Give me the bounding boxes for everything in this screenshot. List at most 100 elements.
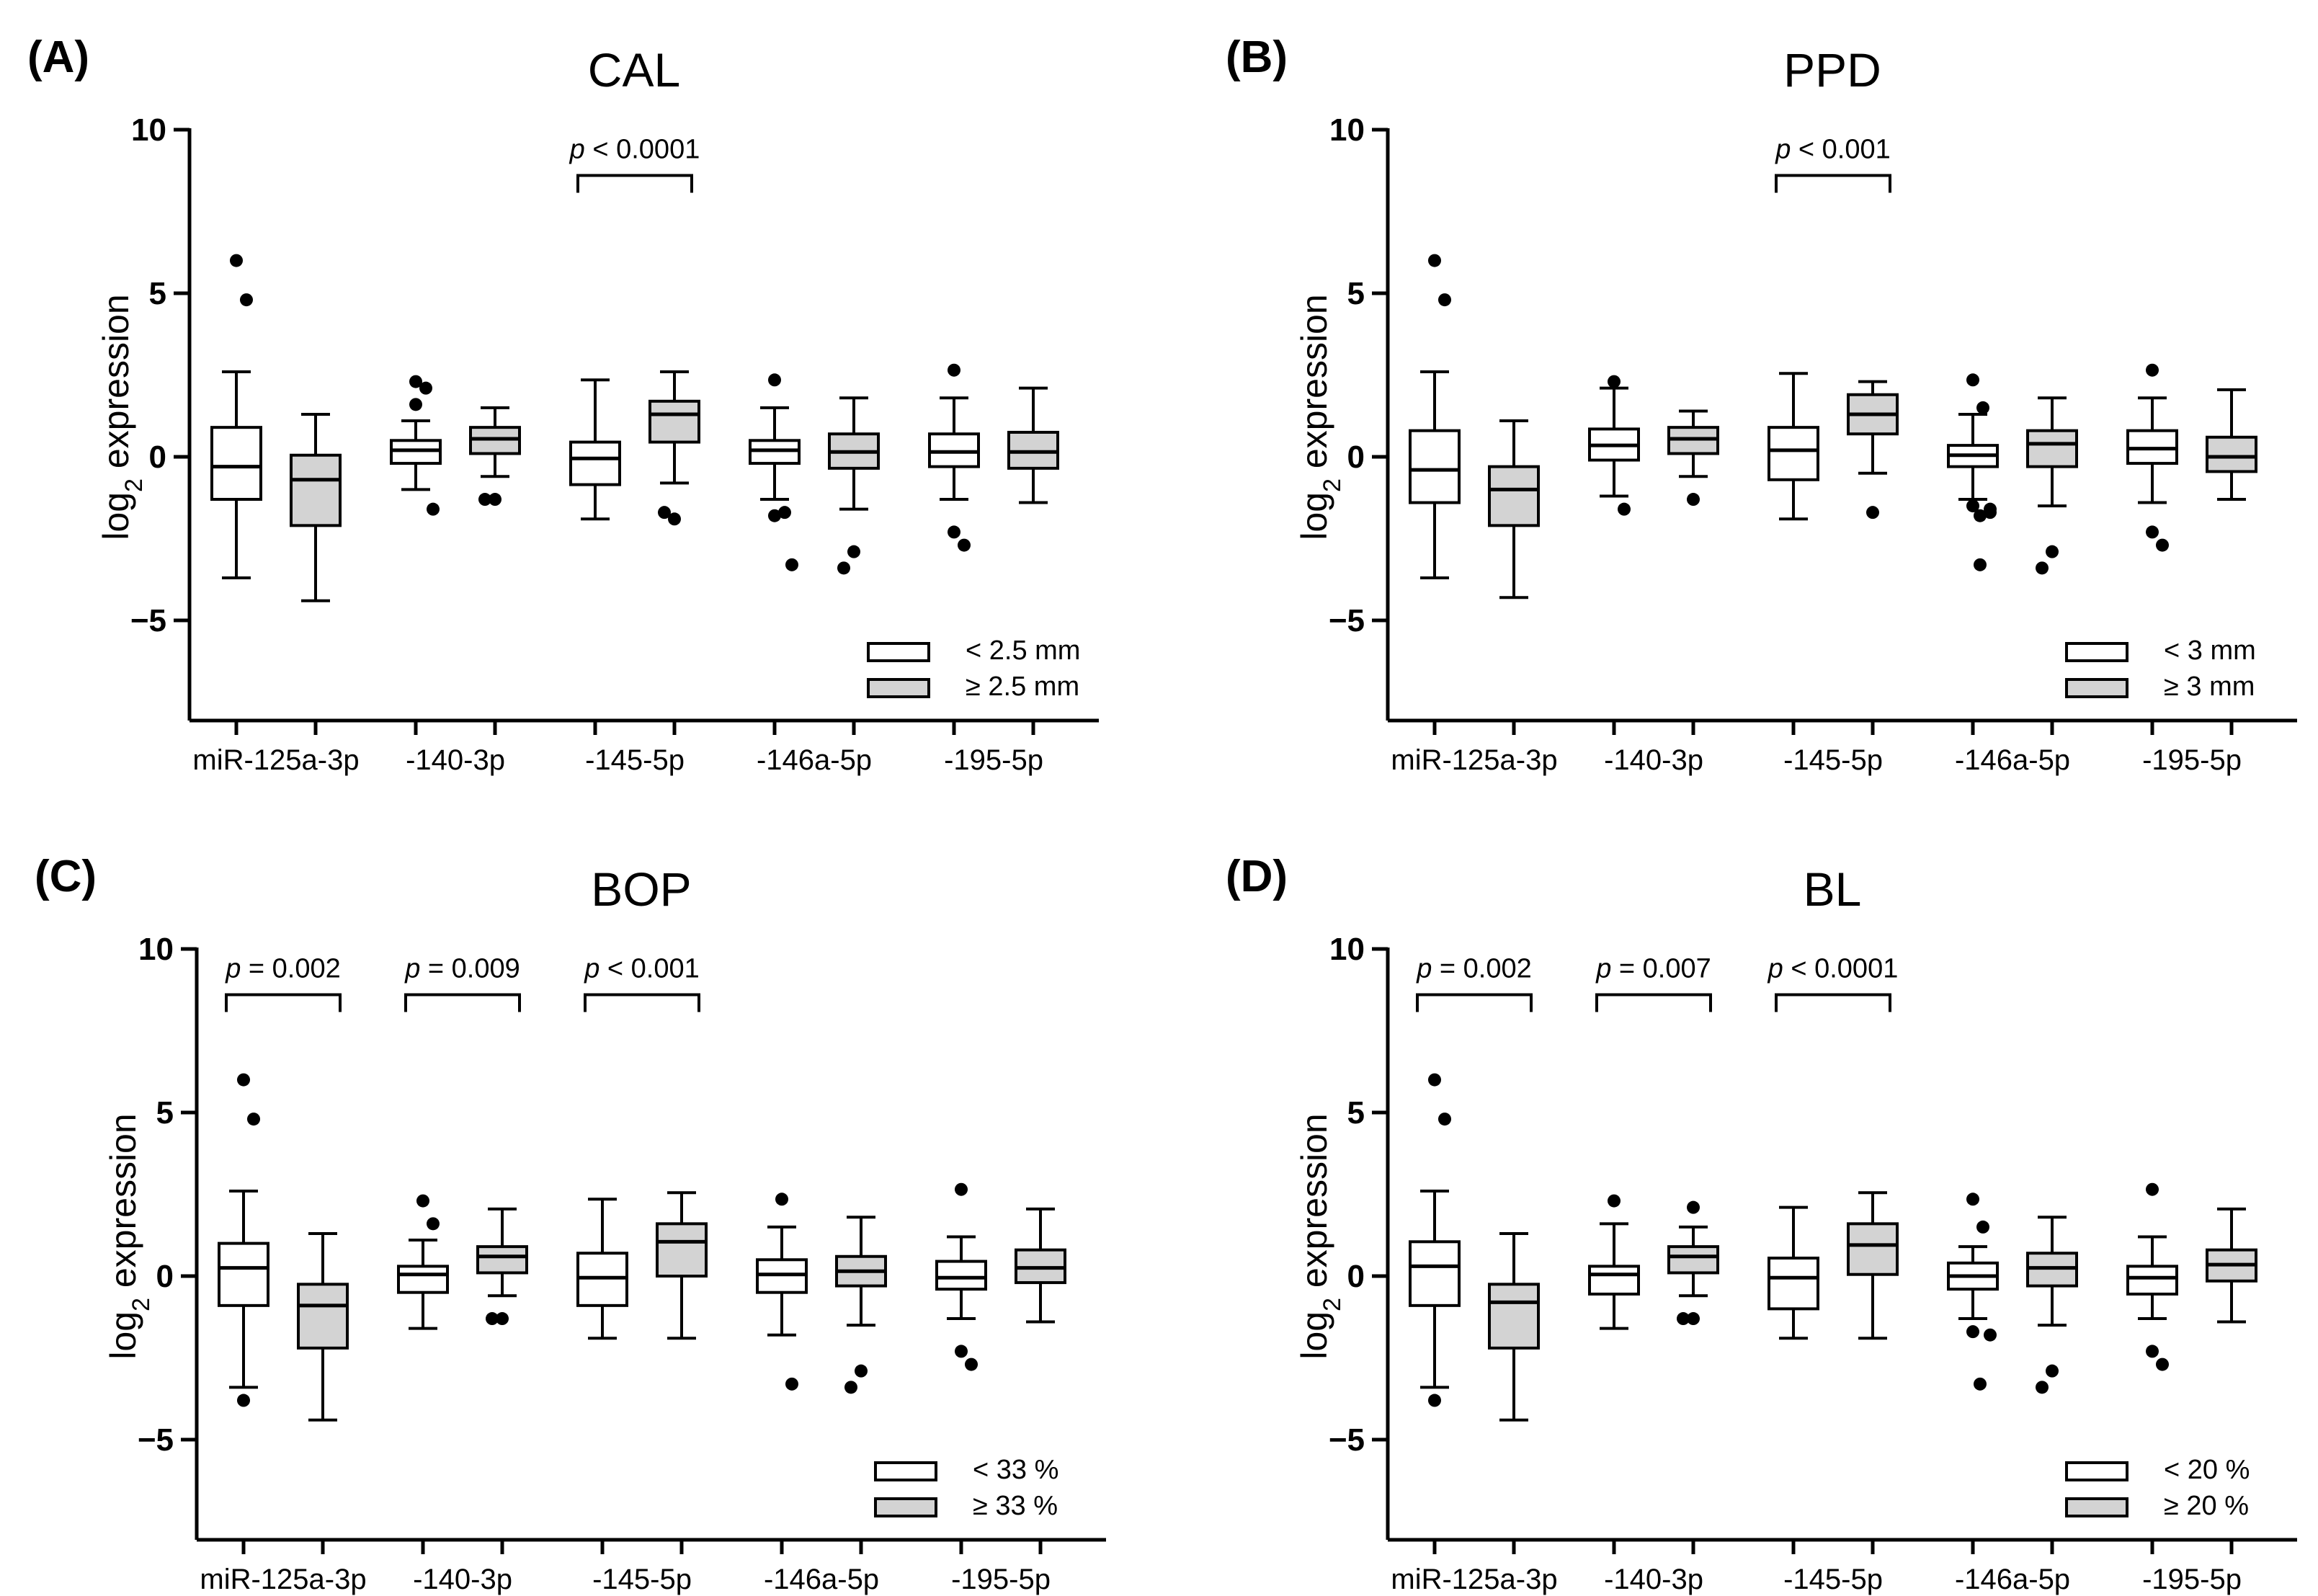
ylabel-prefix: log [103,1311,143,1360]
box-iqr [2126,1265,2178,1296]
box-iqr [1847,1222,1899,1276]
y-axis-label: log2 expression [103,1113,155,1359]
outlier-point [1976,1220,1989,1234]
box-low [2126,1182,2178,1371]
outlier-point [1974,509,1987,522]
outlier-point [1966,373,1979,387]
outlier-point [955,1182,968,1196]
outlier-point [2156,1358,2169,1371]
p-value: = 0.007 [1611,954,1711,984]
legend-swatch [874,1461,937,1481]
outlier-point [958,538,971,552]
y-tick-label: 5 [1347,276,1365,311]
p-symbol: p [1768,954,1783,984]
box-low [390,375,442,516]
outlier-point [948,525,960,539]
outlier-point [1438,293,1451,307]
significance-bracket [1775,174,1891,193]
box-high [469,406,521,507]
p-value: = 0.009 [420,954,520,984]
y-tick-label: 0 [149,440,166,475]
significance-label: p = 0.002 [225,954,341,984]
legend-swatch [874,1497,937,1517]
outlier-point [965,1358,978,1371]
box-iqr [1488,465,1540,527]
p-symbol: p [569,135,585,165]
significance-label: p < 0.0001 [569,135,700,165]
y-tick-label: 10 [131,112,166,148]
outlier-point [2046,545,2059,558]
outlier-point [2036,561,2049,575]
category-label: -140-3p [406,744,505,776]
panel-4: (D) BL 10 5 0 −5 log2 expression miR-125a-3p -14… [1226,852,2297,1595]
y-tick-label: −5 [138,1422,174,1458]
box-iqr [2026,429,2078,468]
significance-label: p = 0.009 [404,954,520,984]
box-low [756,1192,808,1391]
outlier-point [837,561,850,575]
panel-1: (A) CAL 10 5 0 −5 log2 expression miR-125a-3p -1… [27,32,1099,776]
box-iqr [648,399,700,444]
legend-swatch [867,678,930,698]
outlier-point [775,1192,788,1206]
outlier-point [416,1194,429,1208]
box-high [2026,1216,2078,1394]
significance-bracket [225,993,342,1012]
outlier-point [1428,254,1441,267]
box-high [2206,1207,2257,1324]
outlier-point [237,1073,250,1087]
legend-swatch [2065,642,2128,662]
outlier-point [1618,502,1631,516]
significance-bracket [1775,993,1891,1012]
box-iqr [1667,1245,1719,1275]
outlier-point [1677,1312,1690,1326]
outlier-point [768,373,781,387]
y-tick-label: 10 [1329,112,1365,148]
box-iqr [935,1260,987,1291]
box-high [648,370,700,526]
outlier-point [1966,1192,1979,1206]
significance-bracket [576,174,693,193]
outlier-point [409,398,422,411]
significance-bracket [584,993,700,1012]
box-iqr [1588,1265,1640,1296]
y-tick-label: 10 [1329,932,1365,967]
legend-swatch [2065,1461,2128,1481]
outlier-point [1984,502,1997,516]
box-high [1488,1231,1540,1422]
box-low [218,1073,269,1407]
category-label: -195-5p [944,744,1043,776]
box-iqr [569,440,621,486]
outlier-point [955,1345,968,1358]
category-label: -145-5p [1783,744,1883,776]
category-label: -145-5p [1783,1564,1883,1595]
category-label: -140-3p [1604,1564,1703,1595]
p-symbol: p [1775,135,1791,165]
category-label: miR-125a-3p [1391,744,1557,776]
outlier-point [1608,1194,1621,1208]
legend-label: < 33 % [973,1455,1058,1485]
box-low [1409,1073,1461,1407]
significance-label: p = 0.002 [1416,954,1532,984]
box-low [210,254,262,579]
p-symbol: p [1416,954,1432,984]
box-iqr [476,1245,528,1275]
box-high [2026,396,2078,575]
outlier-point [1966,499,1979,513]
outlier-point [2156,538,2169,552]
category-label: -145-5p [585,744,685,776]
outlier-point [1428,1073,1441,1087]
p-symbol: p [225,954,241,984]
outlier-point [668,512,681,526]
y-tick-label: 0 [1347,440,1365,475]
panel-title: BOP [591,862,691,916]
ylabel-subscript: 2 [1319,1298,1346,1311]
box-iqr [656,1222,708,1278]
outlier-point [427,1217,440,1231]
outlier-point [844,1381,857,1394]
p-value: < 0.0001 [1783,954,1899,984]
box-high [1847,380,1899,520]
legend-label: ≥ 3 mm [2164,672,2255,702]
outlier-point [2146,1182,2159,1196]
panel-title: CAL [588,43,680,97]
